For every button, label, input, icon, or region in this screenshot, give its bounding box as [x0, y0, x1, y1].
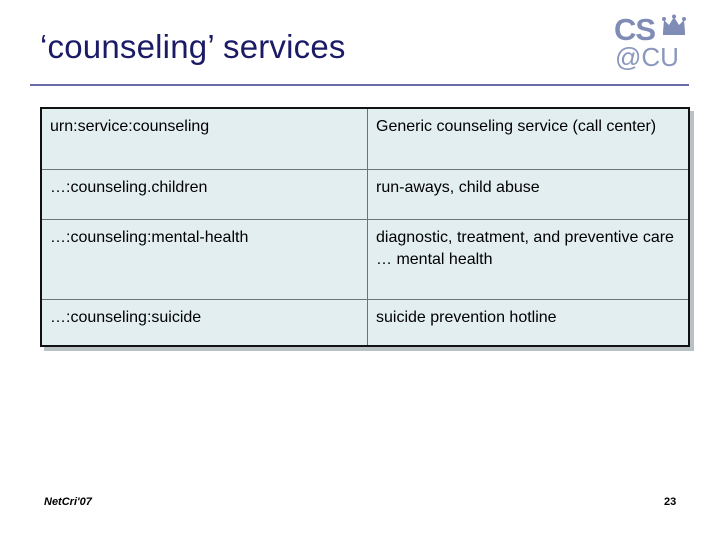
- service-description-cell: diagnostic, treatment, and preventive ca…: [367, 219, 690, 300]
- table-row: …:counseling:mental-health diagnostic, t…: [40, 219, 690, 300]
- service-urn-cell: …:counseling.children: [40, 169, 368, 220]
- page-number: 23: [664, 496, 677, 508]
- table-row: …:counseling.children run-aways, child a…: [40, 169, 690, 220]
- table-row: …:counseling:suicide suicide prevention …: [40, 299, 690, 347]
- title-divider: [30, 84, 689, 86]
- service-description-cell: run-aways, child abuse: [367, 169, 690, 220]
- logo-at-cu-text: @CU: [615, 42, 679, 72]
- slide-title: ‘counseling’ services: [40, 28, 346, 65]
- cs-cu-logo: CS @CU: [612, 10, 694, 72]
- service-urn-cell: urn:service:counseling: [40, 107, 368, 170]
- service-description-cell: Generic counseling service (call center): [367, 107, 690, 170]
- service-table: urn:service:counseling Generic counselin…: [40, 107, 690, 347]
- service-description-cell: suicide prevention hotline: [367, 299, 690, 347]
- service-urn-cell: …:counseling:mental-health: [40, 219, 368, 300]
- table-row: urn:service:counseling Generic counselin…: [40, 107, 690, 170]
- crown-icon: [662, 14, 686, 35]
- footer-conference-label: NetCri'07: [44, 496, 92, 508]
- logo-cs-text: CS: [614, 12, 656, 47]
- service-urn-cell: …:counseling:suicide: [40, 299, 368, 347]
